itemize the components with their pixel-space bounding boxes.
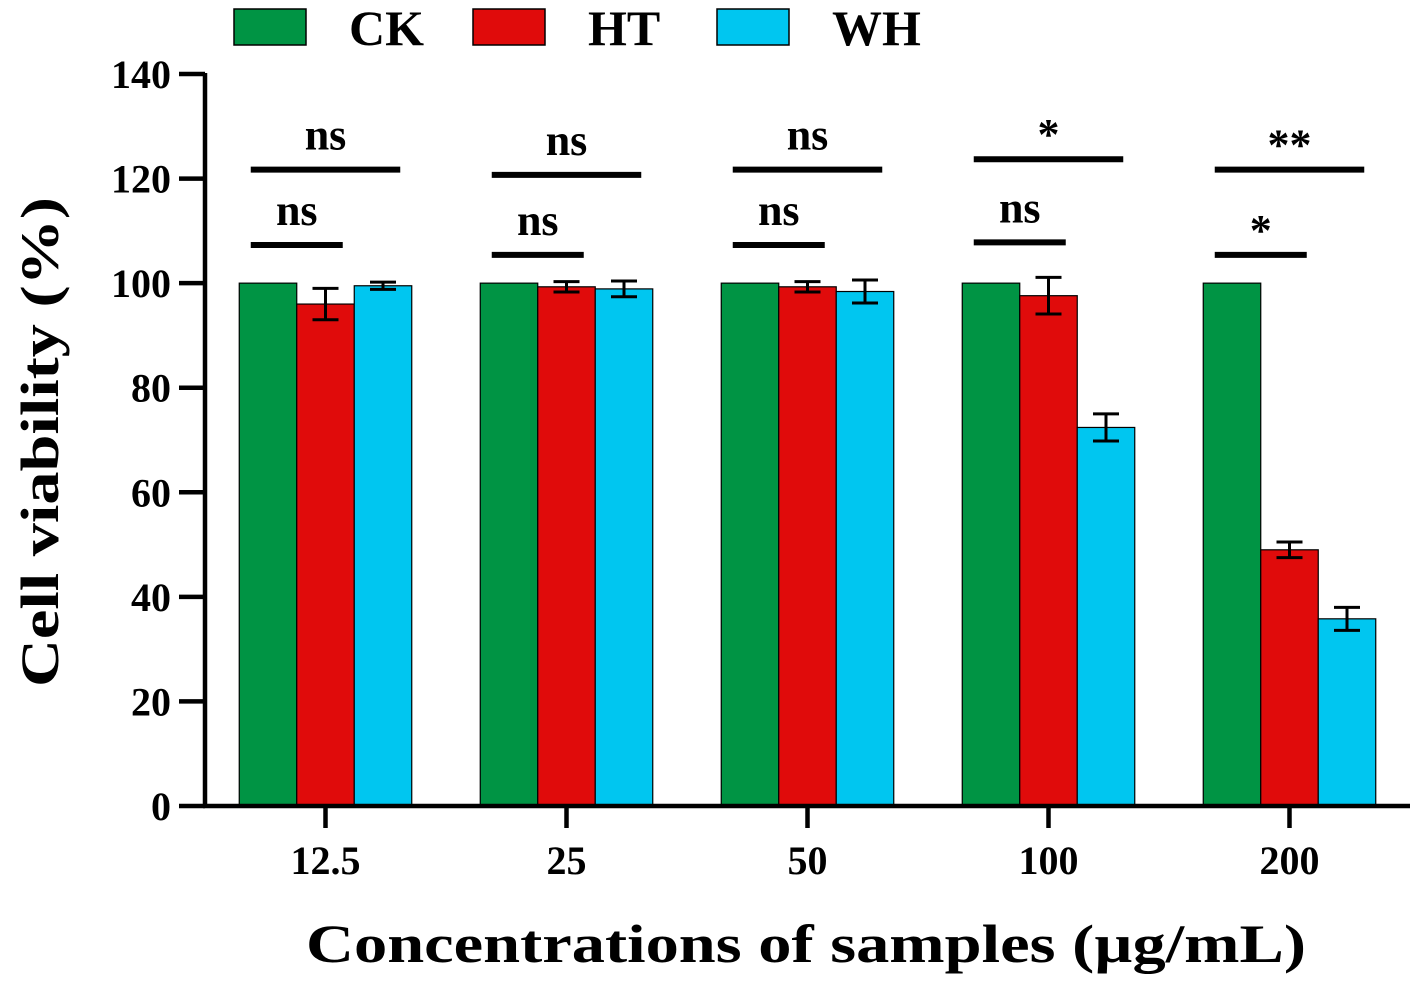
x-tick-labels: 12.5 25 50 100 200 [291,838,1320,883]
significance-label: * [1250,206,1272,255]
y-tick-label: 60 [131,470,171,515]
legend-label-ht: HT [588,0,660,56]
significance-200-ck-wh: ** [1214,121,1365,173]
y-tick-labels: 0 20 40 60 80 100 120 140 [111,52,171,829]
significance-label: ns [546,116,588,165]
significance-25-ck-ht: ns [491,196,584,258]
bar-wh-12_5 [353,285,413,807]
bar-wh-50 [835,290,895,807]
significance-200-ck-ht: * [1214,206,1307,258]
significance-label: ns [517,196,559,245]
significance-label: ns [999,183,1041,232]
significance-label: * [1038,110,1060,159]
legend-item-wh: WH [716,0,921,56]
significance-12_5-ck-wh: ns [250,111,401,173]
y-tick-label: 0 [151,784,171,829]
bar-ck-100 [961,282,1021,807]
legend-label-ck: CK [349,0,424,56]
legend-item-ck: CK [233,0,424,56]
bar-ht-200 [1260,549,1319,807]
error-bar-ht-100 [1035,275,1062,316]
x-axis-title: Concentrations of samples (µg/mL) [306,914,1306,974]
bar-ht-100 [1019,295,1078,807]
significance-25-ck-wh: ns [491,116,642,178]
bar-wh-25 [594,288,654,807]
error-bar-wh-100 [1093,412,1119,443]
bar-ck-12_5 [238,282,298,807]
significance-label: ns [305,111,347,160]
x-tick-label: 12.5 [291,838,361,883]
legend-swatch-ck [233,8,307,46]
error-bar-wh-12_5 [370,280,396,291]
error-bar-wh-25 [611,279,637,299]
error-bar-ht-200 [1276,540,1303,560]
bars [238,282,1377,807]
x-tick-label: 200 [1260,838,1320,883]
error-bar-wh-200 [1334,605,1360,632]
bar-ck-25 [479,282,539,807]
bar-ht-25 [537,286,596,807]
x-tick-label: 50 [788,838,828,883]
x-tick-label: 25 [547,838,587,883]
y-tick-label: 140 [111,52,171,97]
significance-label: ns [276,186,318,235]
significance-50-ck-ht: ns [732,186,825,248]
bar-wh-100 [1076,426,1136,807]
y-tick-label: 100 [111,261,171,306]
significance-label: ns [758,186,800,235]
bar-ck-200 [1202,282,1262,807]
bar-ht-50 [778,286,837,807]
legend: CK HT WH [233,0,921,56]
error-bar-wh-50 [852,278,878,305]
error-bars [312,275,1360,632]
error-bar-ht-50 [794,280,821,294]
legend-item-ht: HT [472,0,660,56]
significance-100-ck-ht: ns [973,183,1066,246]
y-tick-label: 40 [131,575,171,620]
significance-label: ** [1268,121,1312,170]
significance-12_5-ck-ht: ns [250,186,343,248]
y-tick-label: 20 [131,679,171,724]
significance-100-ck-wh: * [973,110,1124,163]
bar-ck-50 [720,282,780,807]
significance-50-ck-wh: ns [732,111,883,173]
bar-ht-12_5 [296,303,355,807]
axes [179,71,1410,828]
legend-swatch-wh [716,8,790,46]
legend-label-wh: WH [832,0,921,56]
significance-label: ns [787,111,829,160]
y-axis-title: Cell viability (%) [10,197,70,687]
x-tick-label: 100 [1019,838,1079,883]
bar-wh-200 [1317,618,1377,807]
error-bar-ht-12_5 [312,286,339,322]
legend-swatch-ht [472,8,546,46]
error-bar-ht-25 [553,280,580,294]
y-tick-label: 80 [131,366,171,411]
y-tick-label: 120 [111,157,171,202]
